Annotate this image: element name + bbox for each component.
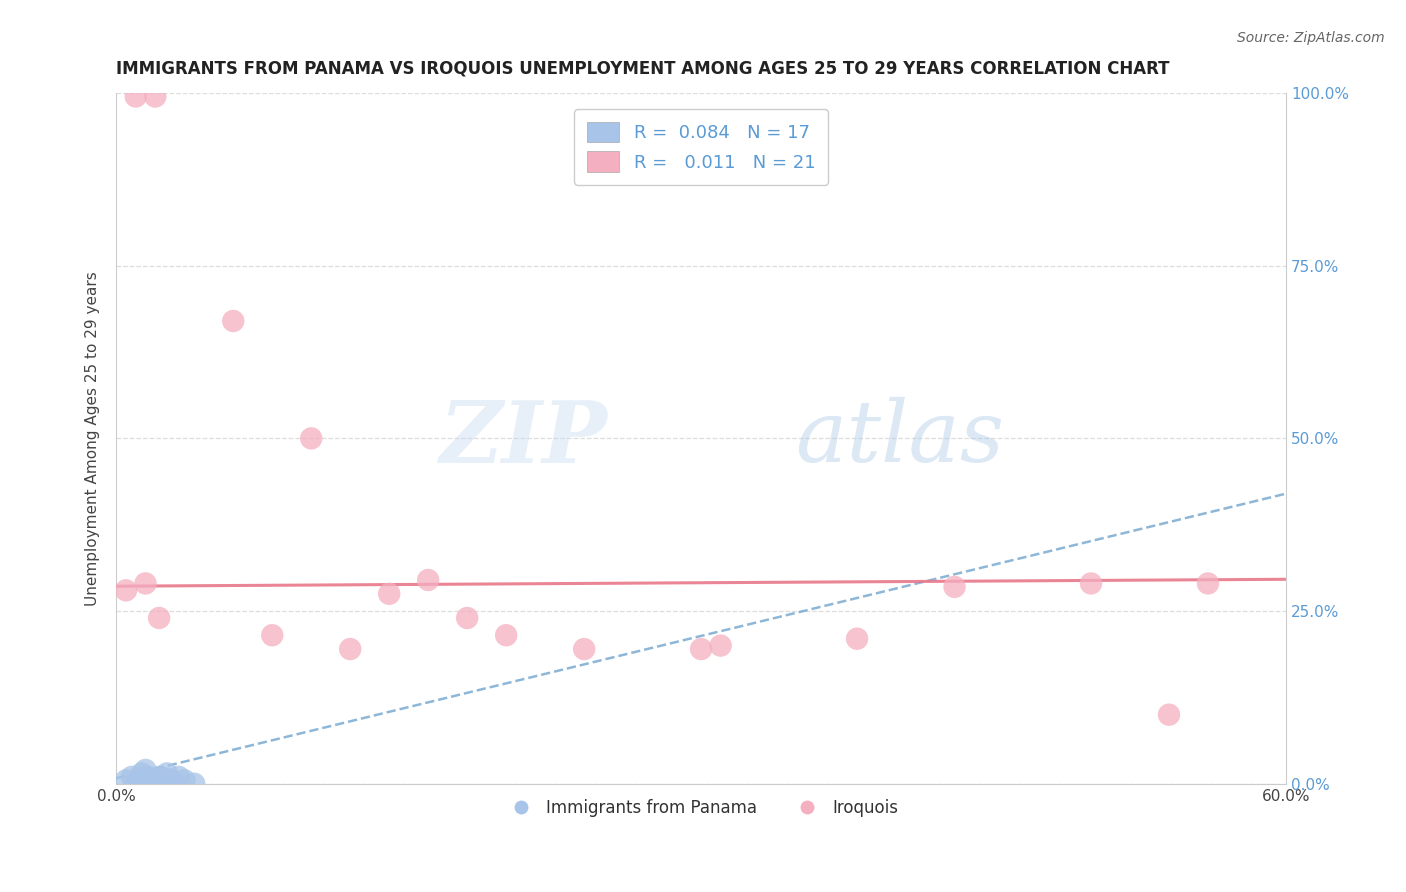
Point — [339, 642, 361, 657]
Point — [710, 639, 733, 653]
Point — [418, 573, 440, 587]
Point — [136, 770, 159, 784]
Point — [943, 580, 966, 594]
Point — [378, 587, 401, 601]
Point — [128, 773, 150, 788]
Point — [125, 777, 148, 791]
Point — [148, 770, 170, 784]
Text: Source: ZipAtlas.com: Source: ZipAtlas.com — [1237, 31, 1385, 45]
Point — [143, 773, 166, 788]
Point — [148, 611, 170, 625]
Point — [167, 770, 190, 784]
Point — [141, 777, 163, 791]
Point — [1197, 576, 1219, 591]
Point — [125, 89, 148, 103]
Point — [572, 642, 595, 657]
Point — [846, 632, 869, 646]
Point — [1080, 576, 1102, 591]
Text: atlas: atlas — [794, 397, 1004, 480]
Point — [173, 773, 195, 788]
Text: ZIP: ZIP — [440, 397, 607, 480]
Point — [183, 777, 205, 791]
Point — [115, 583, 138, 598]
Point — [134, 763, 156, 777]
Point — [156, 766, 179, 780]
Point — [690, 642, 713, 657]
Point — [1157, 707, 1180, 722]
Point — [143, 89, 166, 103]
Text: IMMIGRANTS FROM PANAMA VS IROQUOIS UNEMPLOYMENT AMONG AGES 25 TO 29 YEARS CORREL: IMMIGRANTS FROM PANAMA VS IROQUOIS UNEMP… — [117, 60, 1170, 78]
Point — [495, 628, 517, 642]
Y-axis label: Unemployment Among Ages 25 to 29 years: Unemployment Among Ages 25 to 29 years — [86, 271, 100, 606]
Point — [115, 773, 138, 788]
Point — [131, 766, 153, 780]
Point — [121, 770, 143, 784]
Legend: Immigrants from Panama, Iroquois: Immigrants from Panama, Iroquois — [498, 792, 904, 823]
Point — [134, 576, 156, 591]
Point — [153, 771, 176, 785]
Point — [299, 431, 322, 445]
Point — [262, 628, 284, 642]
Point — [163, 777, 186, 791]
Point — [456, 611, 478, 625]
Point — [160, 773, 183, 788]
Point — [222, 314, 245, 328]
